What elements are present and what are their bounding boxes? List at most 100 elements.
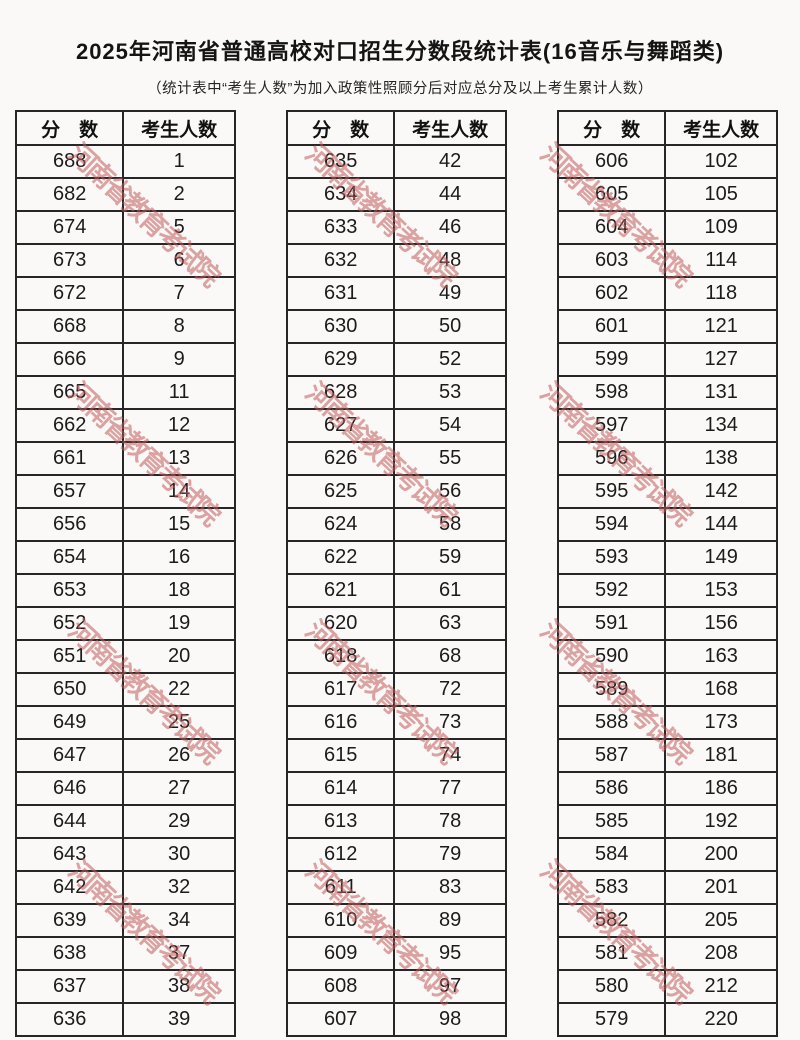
table-row: 588 173 [556,705,778,740]
count-cell: 37 [122,936,236,971]
count-cell: 131 [664,375,778,410]
table-row: 624 58 [285,507,507,542]
count-cell: 127 [664,342,778,377]
count-cell: 48 [393,243,507,278]
count-cell: 118 [664,276,778,311]
count-cell: 56 [393,474,507,509]
score-cell: 625 [285,474,396,509]
count-cell: 102 [664,144,778,179]
score-cell: 643 [14,837,125,872]
table-row: 653 18 [14,573,236,608]
score-cell: 626 [285,441,396,476]
score-cell: 595 [556,474,667,509]
count-cell: 11 [122,375,236,410]
count-cell: 98 [393,1002,507,1037]
score-cell: 637 [14,969,125,1004]
count-cell: 44 [393,177,507,212]
table-row: 633 46 [285,210,507,245]
score-cell: 597 [556,408,667,443]
score-cell: 656 [14,507,125,542]
count-cell: 173 [664,705,778,740]
table-row: 622 59 [285,540,507,575]
count-cell: 34 [122,903,236,938]
table-row: 609 95 [285,936,507,971]
score-table-3: 分 数 考生人数 606 102 605 105 604 109 603 114 602 118 6… [556,110,778,1037]
table-row: 608 97 [285,969,507,1004]
score-cell: 598 [556,375,667,410]
score-column-header: 分 数 [14,110,125,146]
score-cell: 587 [556,738,667,773]
score-cell: 605 [556,177,667,212]
table-row: 606 102 [556,144,778,179]
table-row: 584 200 [556,837,778,872]
count-cell: 49 [393,276,507,311]
score-cell: 615 [285,738,396,773]
table-row: 604 109 [556,210,778,245]
table-row: 634 44 [285,177,507,212]
score-cell: 635 [285,144,396,179]
table-row: 637 38 [14,969,236,1004]
table-row: 595 142 [556,474,778,509]
table-row: 594 144 [556,507,778,542]
count-cell: 105 [664,177,778,212]
score-cell: 585 [556,804,667,839]
count-cell: 142 [664,474,778,509]
count-cell: 58 [393,507,507,542]
score-cell: 582 [556,903,667,938]
table-row: 615 74 [285,738,507,773]
score-cell: 627 [285,408,396,443]
count-column-header: 考生人数 [122,110,236,146]
count-column-header: 考生人数 [664,110,778,146]
header-row: 分 数 考生人数 [14,110,236,146]
count-cell: 12 [122,408,236,443]
tables-container: 分 数 考生人数 688 1 682 2 674 5 673 6 672 7 668 8 666 9 665… [0,110,800,1037]
count-cell: 200 [664,837,778,872]
score-cell: 591 [556,606,667,641]
score-cell: 649 [14,705,125,740]
table-row: 579 220 [556,1002,778,1037]
score-cell: 584 [556,837,667,872]
count-cell: 192 [664,804,778,839]
count-cell: 61 [393,573,507,608]
score-column-header: 分 数 [556,110,667,146]
count-cell: 1 [122,144,236,179]
table-row: 620 63 [285,606,507,641]
count-cell: 181 [664,738,778,773]
score-cell: 682 [14,177,125,212]
table-row: 587 181 [556,738,778,773]
count-cell: 38 [122,969,236,1004]
table-row: 582 205 [556,903,778,938]
count-cell: 109 [664,210,778,245]
table-row: 614 77 [285,771,507,806]
count-cell: 32 [122,870,236,905]
score-cell: 611 [285,870,396,905]
score-cell: 668 [14,309,125,344]
count-cell: 59 [393,540,507,575]
table-row: 610 89 [285,903,507,938]
score-cell: 606 [556,144,667,179]
count-cell: 220 [664,1002,778,1037]
score-cell: 604 [556,210,667,245]
table-row: 583 201 [556,870,778,905]
table-row: 652 19 [14,606,236,641]
count-cell: 114 [664,243,778,278]
table-row: 665 11 [14,375,236,410]
table-row: 631 49 [285,276,507,311]
score-cell: 586 [556,771,667,806]
score-cell: 647 [14,738,125,773]
header-row: 分 数 考生人数 [556,110,778,146]
count-cell: 30 [122,837,236,872]
count-cell: 63 [393,606,507,641]
table-row: 654 16 [14,540,236,575]
score-cell: 652 [14,606,125,641]
table-row: 661 13 [14,441,236,476]
table-row: 603 114 [556,243,778,278]
table-row: 630 50 [285,309,507,344]
score-cell: 608 [285,969,396,1004]
count-cell: 16 [122,540,236,575]
table-row: 627 54 [285,408,507,443]
count-cell: 22 [122,672,236,707]
score-cell: 636 [14,1002,125,1037]
score-cell: 630 [285,309,396,344]
table-row: 598 131 [556,375,778,410]
